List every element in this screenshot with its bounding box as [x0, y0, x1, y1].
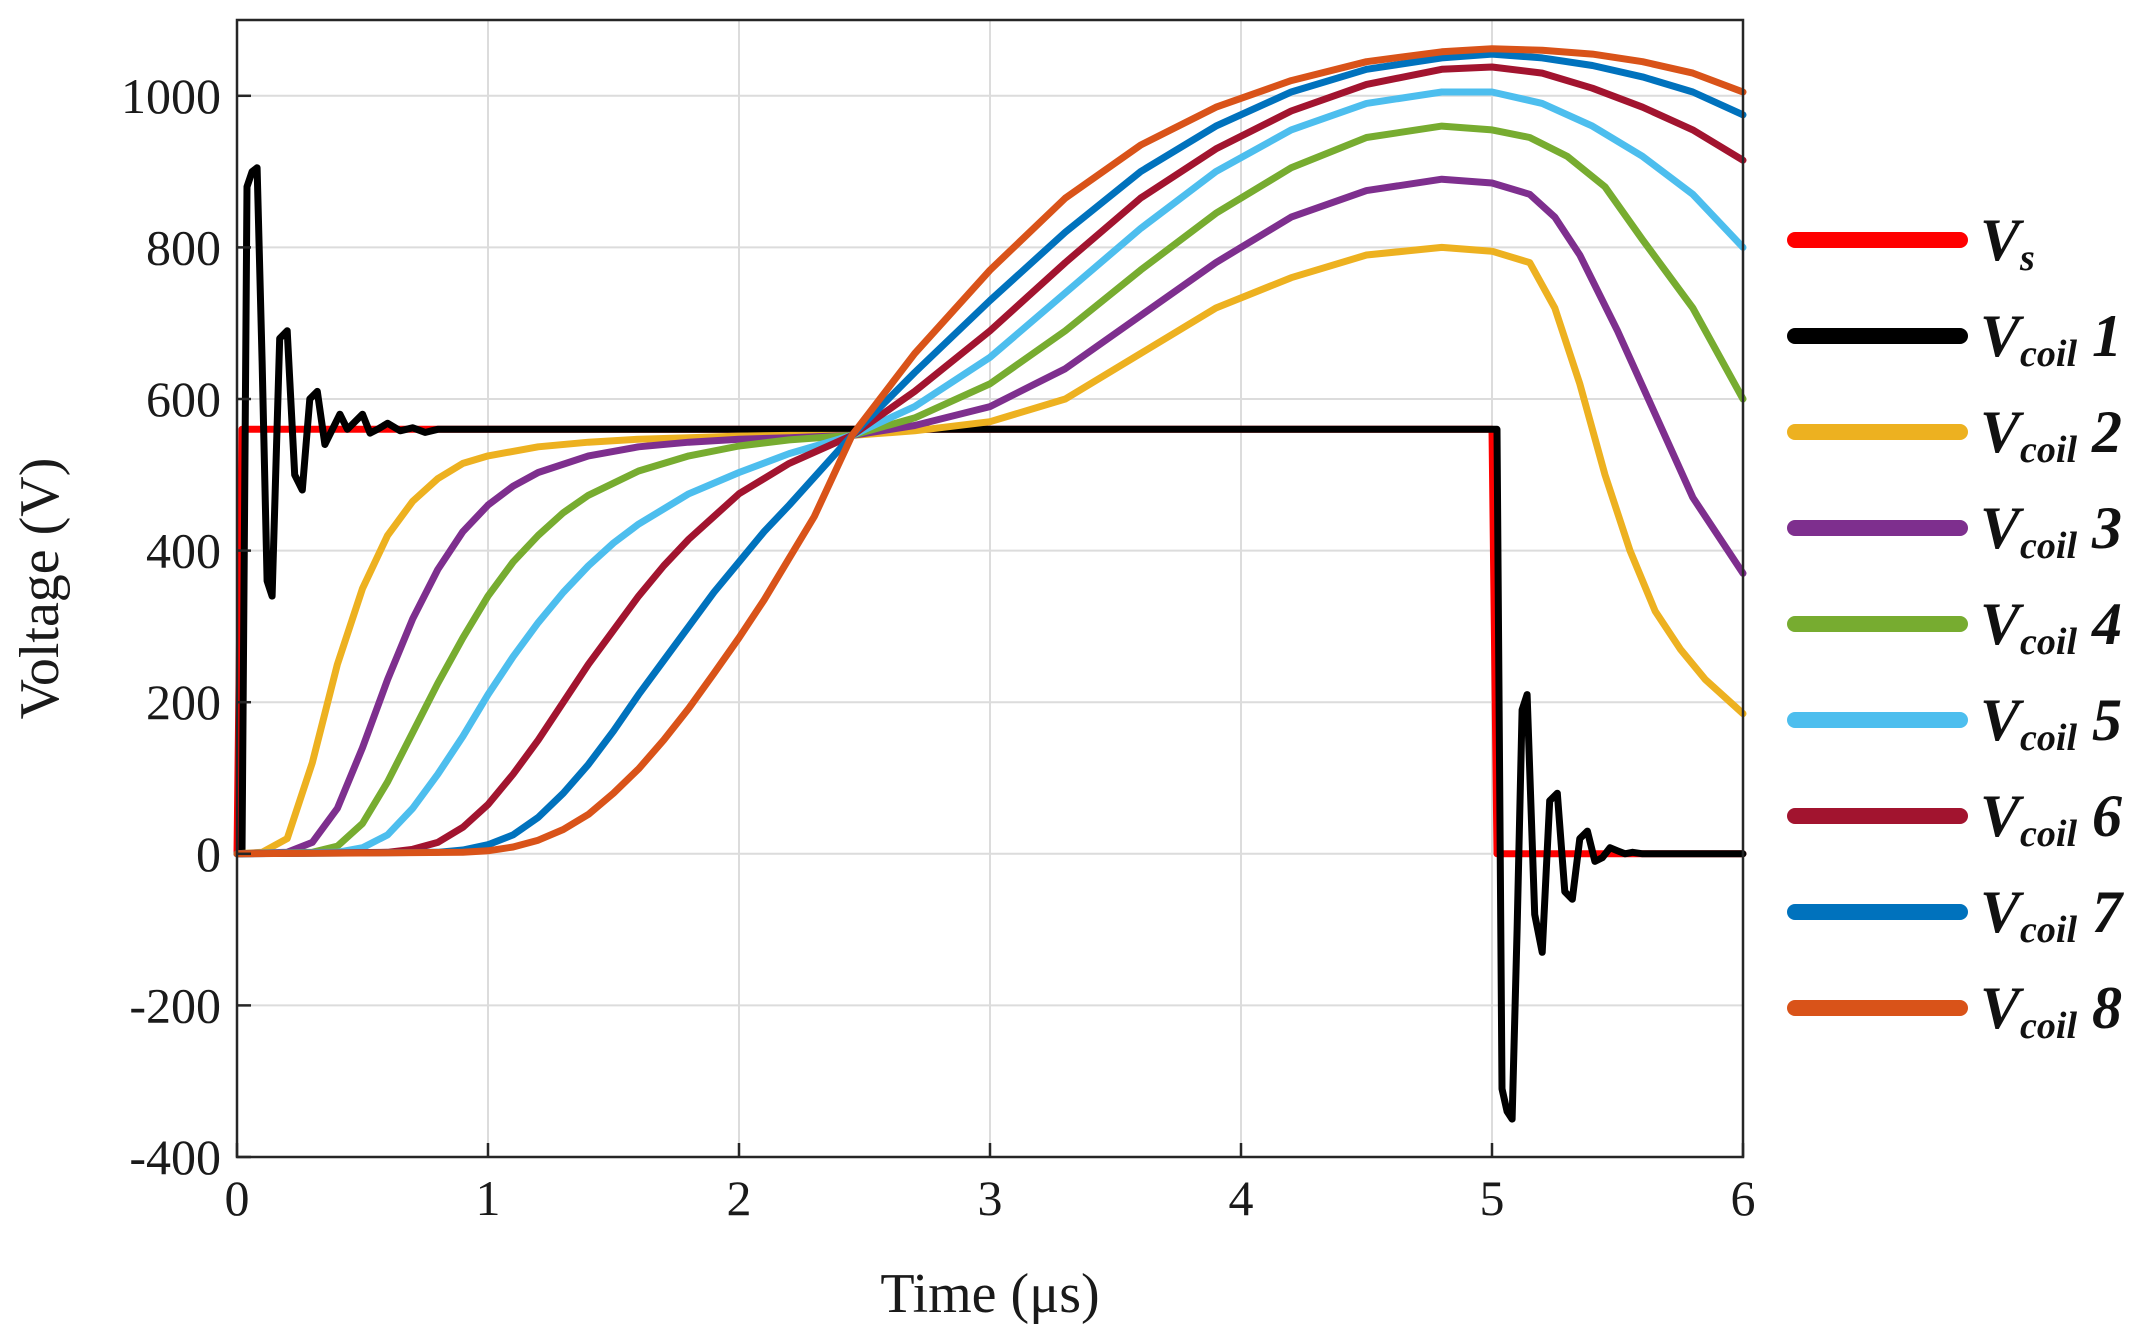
legend-label: Vcoil 6 [1980, 783, 2122, 855]
legend-label: Vcoil 2 [1980, 399, 2122, 471]
x-tick-label: 5 [1480, 1170, 1505, 1226]
legend-label: Vcoil 4 [1980, 591, 2122, 663]
series-line-vcoil-8 [233, 45, 1747, 858]
y-tick-label: 200 [146, 674, 221, 730]
x-tick-label: 3 [978, 1170, 1003, 1226]
x-tick-label: 2 [727, 1170, 752, 1226]
plot-frame [235, 18, 1745, 1159]
y-tick-label: 400 [146, 523, 221, 579]
x-tick-label: 0 [225, 1170, 250, 1226]
legend-label: Vs [1980, 207, 2035, 279]
series-line-vcoil-1 [233, 164, 1747, 1123]
legend: Vs Vcoil 1 Vcoil 2 Vcoil 3 Vcoil 4 Vcoil 5 Vco… [1787, 207, 2124, 1047]
y-tick-label: -200 [129, 977, 221, 1033]
tick-labels: 0 1 2 3 4 5 6 -400 -200 0 200 400 600 800 1000 [121, 68, 1756, 1226]
series-line-vcoil-6 [233, 63, 1747, 858]
y-tick-label: 1000 [121, 68, 221, 124]
series-lines [233, 45, 1747, 1123]
y-tick-label: 0 [196, 826, 221, 882]
series-line-vcoil-5 [233, 88, 1747, 858]
y-tick-label: 800 [146, 219, 221, 275]
legend-label: Vcoil 7 [1980, 879, 2124, 951]
series-line-vcoil-4 [233, 122, 1747, 858]
x-axis-label: Time (μs) [880, 1263, 1099, 1325]
y-tick-label: -400 [129, 1129, 221, 1185]
legend-label: Vcoil 5 [1980, 687, 2122, 759]
x-tick-label: 4 [1229, 1170, 1254, 1226]
legend-label: Vcoil 3 [1980, 495, 2122, 567]
legend-label: Vcoil 8 [1980, 975, 2122, 1047]
x-tick-label: 1 [476, 1170, 501, 1226]
x-tick-label: 6 [1731, 1170, 1756, 1226]
y-axis-label: Voltage (V) [9, 458, 71, 720]
series-line-vcoil-7 [233, 50, 1747, 858]
y-tick-label: 600 [146, 371, 221, 427]
legend-label: Vcoil 1 [1980, 303, 2122, 375]
